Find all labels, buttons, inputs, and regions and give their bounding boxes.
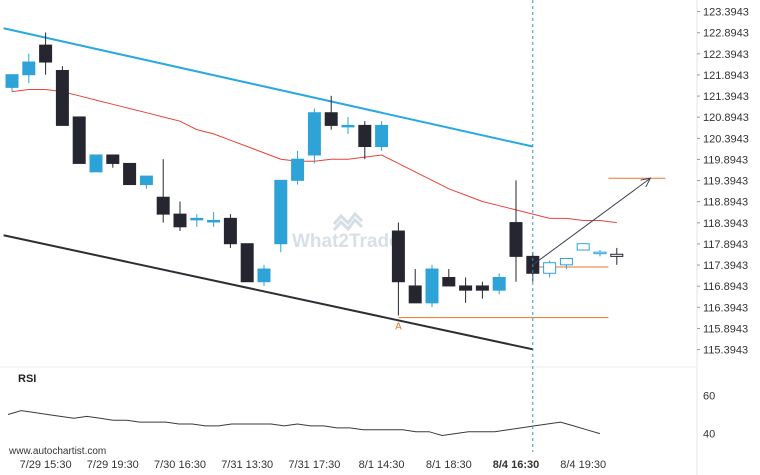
candle bbox=[90, 155, 102, 172]
candle-body bbox=[191, 218, 203, 220]
time-tick-label: 7/31 17:30 bbox=[288, 459, 340, 471]
candle-body bbox=[6, 75, 18, 88]
candle-body bbox=[140, 176, 152, 184]
price-tick-label: 122.8943 bbox=[703, 28, 749, 40]
price-tick-label: 116.3943 bbox=[703, 302, 748, 314]
candle-body bbox=[426, 269, 438, 303]
candle-body bbox=[359, 125, 371, 146]
candle-body bbox=[594, 252, 606, 254]
candle-body bbox=[560, 258, 572, 264]
candle-body bbox=[611, 254, 623, 256]
candle-body bbox=[544, 263, 556, 274]
candle bbox=[376, 121, 388, 151]
candle-body bbox=[460, 286, 472, 290]
price-tick-label: 117.8943 bbox=[703, 239, 748, 251]
candle-body bbox=[577, 244, 589, 250]
time-tick-label: 8/1 18:30 bbox=[426, 459, 472, 471]
candle-body bbox=[275, 180, 287, 243]
price-tick-label: 116.8943 bbox=[703, 281, 748, 293]
candle-body bbox=[342, 125, 354, 127]
candle-body bbox=[224, 218, 236, 243]
price-tick-label: 117.3943 bbox=[703, 260, 748, 272]
candle-body bbox=[258, 269, 270, 282]
time-tick-label: 7/29 19:30 bbox=[87, 459, 139, 471]
candle-body bbox=[208, 220, 220, 222]
price-tick-label: 119.8943 bbox=[703, 154, 748, 166]
candle bbox=[426, 265, 438, 307]
candle-body bbox=[73, 117, 85, 163]
price-tick-label: 122.3943 bbox=[703, 49, 749, 61]
rsi-tick-label: 40 bbox=[703, 429, 715, 441]
candle-body bbox=[409, 286, 421, 303]
price-tick-label: 118.8943 bbox=[703, 197, 748, 209]
candle-body bbox=[56, 70, 68, 125]
candle-body bbox=[174, 214, 186, 227]
attribution: www.autochartist.com bbox=[8, 446, 106, 457]
candle-body bbox=[23, 62, 35, 75]
candle bbox=[308, 109, 320, 164]
price-tick-label: 123.3943 bbox=[703, 7, 749, 19]
candle-body bbox=[90, 155, 102, 172]
candle bbox=[275, 180, 287, 252]
price-tick-label: 115.8943 bbox=[703, 323, 748, 335]
candle-body bbox=[107, 155, 119, 163]
price-tick-label: 118.3943 bbox=[703, 218, 748, 230]
time-tick-label: 8/4 19:30 bbox=[560, 459, 606, 471]
time-axis: 7/29 15:30 7/29 19:30 7/30 16:30 7/31 13:30… bbox=[20, 459, 607, 471]
time-tick-label: 7/31 13:30 bbox=[221, 459, 273, 471]
candle bbox=[577, 244, 589, 250]
time-tick-label: 8/1 14:30 bbox=[359, 459, 405, 471]
candle-body bbox=[510, 223, 522, 257]
candle-body bbox=[325, 113, 337, 126]
candle-body bbox=[308, 113, 320, 155]
candle bbox=[73, 117, 85, 163]
candle-body bbox=[157, 197, 169, 214]
candle-body bbox=[40, 45, 52, 62]
candle-body bbox=[493, 278, 505, 291]
time-tick-label: 8/4 16:30 bbox=[493, 459, 539, 471]
rsi-tick-label: 60 bbox=[703, 390, 715, 402]
candle-body bbox=[292, 159, 304, 180]
candle bbox=[241, 244, 253, 282]
pattern-point-label: A bbox=[395, 322, 402, 333]
candle-body bbox=[392, 231, 404, 282]
candle bbox=[56, 66, 68, 125]
candle-body bbox=[124, 163, 136, 184]
candle-body bbox=[476, 286, 488, 290]
time-tick-label: 7/30 16:30 bbox=[154, 459, 206, 471]
price-tick-label: 119.3943 bbox=[703, 176, 748, 188]
candle-body bbox=[241, 244, 253, 282]
price-tick-label: 115.3943 bbox=[703, 345, 748, 357]
price-tick-label: 120.8943 bbox=[703, 112, 749, 124]
candle-body bbox=[443, 278, 455, 286]
price-axis: 123.3943 122.8943 122.3943 121.8943 121.3943… bbox=[697, 7, 749, 357]
time-tick-label: 7/29 15:30 bbox=[20, 459, 72, 471]
candle bbox=[124, 163, 136, 184]
watermark-text: What2Trade bbox=[292, 231, 400, 252]
candle-body bbox=[376, 125, 388, 146]
price-tick-label: 121.3943 bbox=[703, 91, 749, 103]
rsi-label: RSI bbox=[18, 373, 36, 385]
price-tick-label: 120.3943 bbox=[703, 133, 749, 145]
price-tick-label: 121.8943 bbox=[703, 70, 749, 82]
candle bbox=[224, 214, 236, 248]
